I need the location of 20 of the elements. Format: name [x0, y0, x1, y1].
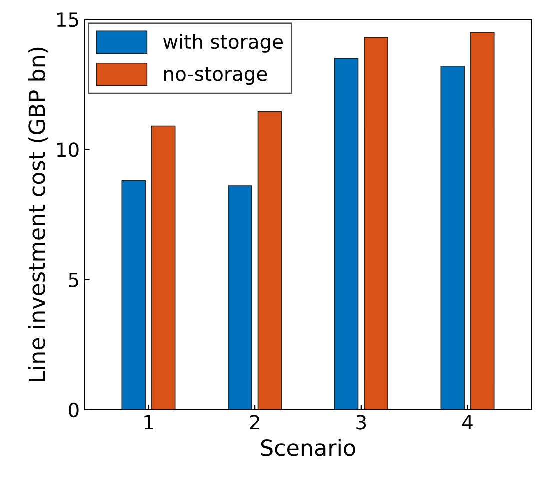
x-tick-label: 1: [144, 415, 154, 430]
y-tick-label: 10: [57, 142, 79, 158]
y-tick-label: 5: [69, 273, 78, 288]
legend-label: no-storage: [164, 67, 268, 86]
bar: [152, 126, 176, 410]
x-tick-label: 2: [250, 415, 260, 430]
legend-label: with storage: [164, 34, 283, 53]
x-tick-label: 3: [356, 415, 366, 430]
y-tick-label: 15: [57, 12, 78, 28]
bar: [470, 32, 495, 410]
bar: [122, 180, 146, 410]
x-tick-label: 4: [462, 415, 473, 430]
x-axis-title: Scenario: [261, 439, 356, 456]
y-tick-label: 0: [68, 402, 79, 418]
bar: [258, 111, 282, 410]
bar: [440, 66, 465, 410]
bar: [228, 186, 252, 410]
bar: [334, 58, 359, 410]
bar: [364, 37, 388, 410]
y-axis-title: Line investment cost (GBP bn): [28, 48, 48, 382]
